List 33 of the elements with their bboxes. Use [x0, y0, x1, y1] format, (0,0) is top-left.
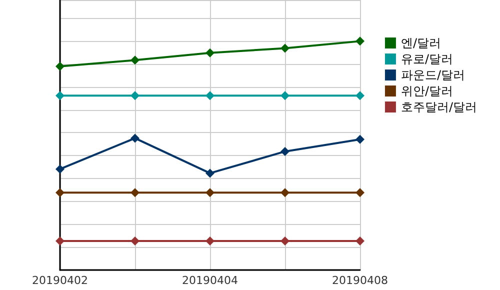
point — [56, 188, 64, 198]
point — [206, 168, 214, 178]
point — [356, 134, 364, 144]
legend-label: 엔/달러 — [400, 36, 442, 50]
legend-label: 위안/달러 — [400, 84, 454, 98]
point — [56, 164, 64, 174]
x-tick-label: 20190404 — [182, 274, 238, 287]
point — [356, 188, 364, 198]
point — [206, 188, 214, 198]
point — [56, 91, 64, 100]
point — [206, 91, 214, 100]
point — [56, 236, 64, 246]
point — [356, 236, 364, 246]
x-tick-label: 20190402 — [32, 274, 88, 287]
point — [130, 56, 140, 65]
point — [206, 236, 214, 246]
point — [280, 91, 290, 100]
point — [130, 188, 140, 198]
point — [280, 236, 290, 246]
legend-label: 호주달러/달러 — [400, 100, 478, 114]
point — [130, 134, 140, 143]
point — [280, 146, 290, 156]
x-tick-label: 20190408 — [332, 274, 388, 287]
legend-label: 유로/달러 — [400, 52, 454, 66]
point — [280, 44, 290, 53]
legend-label: 파운드/달러 — [400, 68, 466, 82]
point — [206, 48, 214, 58]
point — [130, 91, 140, 100]
point — [130, 236, 140, 246]
point — [356, 91, 364, 100]
point — [280, 188, 290, 198]
point — [56, 62, 64, 71]
point — [356, 36, 364, 46]
